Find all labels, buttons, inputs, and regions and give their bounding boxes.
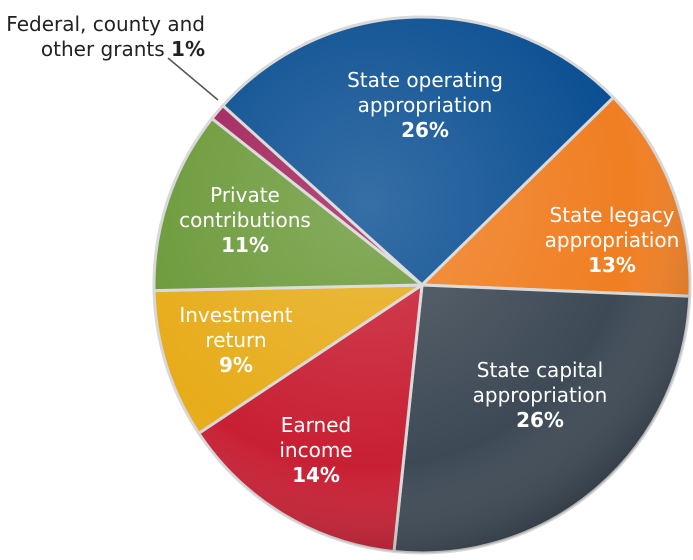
category-label: Earned income [279,412,353,462]
category-label: State operating appropriation [347,67,503,117]
category-label: State capital appropriation [472,357,608,407]
slice-label: Earned income 14% [256,413,376,488]
category-label: Investment return [179,302,293,352]
slice-label: Private contributions 11% [160,183,330,258]
value-label: 26% [401,117,449,142]
leader-line [167,57,219,101]
slice-label: Federal, county and other grants 1% [5,12,205,62]
slice-label: Investment return 9% [161,303,311,378]
value-label: 26% [516,407,564,432]
category-label: Private contributions [179,182,311,232]
slice-label: State capital appropriation 26% [445,358,635,433]
category-label: State legacy appropriation [544,202,680,252]
value-label: 1% [171,37,205,61]
slice-label: State operating appropriation 26% [325,68,525,143]
value-label: 11% [221,232,269,257]
category-label: Federal, county and other grants [6,12,205,61]
value-label: 13% [588,252,636,277]
slice-label: State legacy appropriation 13% [527,203,693,278]
value-label: 14% [292,462,340,487]
value-label: 9% [219,352,253,377]
